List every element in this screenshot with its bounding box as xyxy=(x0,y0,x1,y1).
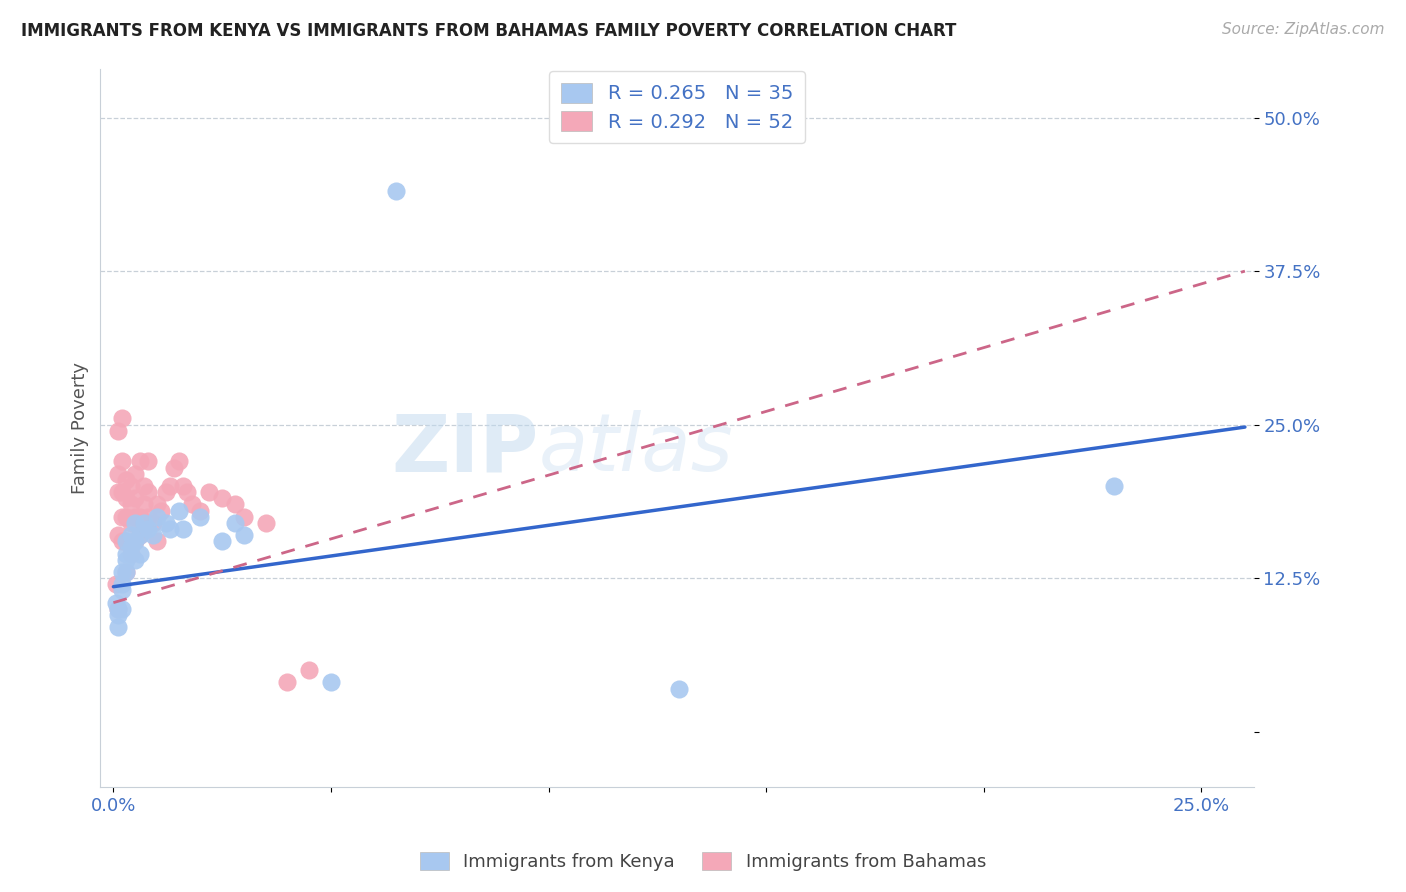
Point xyxy=(115,509,138,524)
Point xyxy=(172,479,194,493)
Point xyxy=(180,497,202,511)
Point xyxy=(111,602,134,616)
Point xyxy=(107,607,129,622)
Point xyxy=(107,620,129,634)
Point xyxy=(115,547,138,561)
Point xyxy=(120,528,142,542)
Point xyxy=(167,503,190,517)
Point xyxy=(107,602,129,616)
Point xyxy=(124,534,146,549)
Point xyxy=(167,454,190,468)
Point xyxy=(142,528,165,542)
Point xyxy=(115,491,138,506)
Point xyxy=(132,516,155,530)
Point xyxy=(120,541,142,555)
Point xyxy=(111,565,134,579)
Point xyxy=(319,675,342,690)
Point xyxy=(190,503,212,517)
Point xyxy=(128,454,150,468)
Point xyxy=(132,522,155,536)
Text: atlas: atlas xyxy=(538,410,734,488)
Point xyxy=(233,528,256,542)
Point xyxy=(224,516,246,530)
Legend: Immigrants from Kenya, Immigrants from Bahamas: Immigrants from Kenya, Immigrants from B… xyxy=(413,845,993,879)
Y-axis label: Family Poverty: Family Poverty xyxy=(72,361,89,493)
Point xyxy=(155,516,177,530)
Text: Source: ZipAtlas.com: Source: ZipAtlas.com xyxy=(1222,22,1385,37)
Point xyxy=(111,534,134,549)
Point xyxy=(120,516,142,530)
Point xyxy=(1104,479,1126,493)
Point xyxy=(298,663,321,677)
Point xyxy=(136,509,159,524)
Point xyxy=(211,534,233,549)
Point xyxy=(115,534,138,549)
Point xyxy=(115,565,138,579)
Point xyxy=(146,509,169,524)
Point xyxy=(120,479,142,493)
Point xyxy=(128,528,150,542)
Point xyxy=(211,491,233,506)
Point xyxy=(111,509,134,524)
Point xyxy=(150,503,173,517)
Point xyxy=(176,485,198,500)
Point xyxy=(107,528,129,542)
Point xyxy=(146,497,169,511)
Point xyxy=(115,473,138,487)
Point xyxy=(128,528,150,542)
Point xyxy=(111,485,134,500)
Point xyxy=(111,454,134,468)
Text: ZIP: ZIP xyxy=(391,410,538,488)
Point xyxy=(128,547,150,561)
Point xyxy=(124,534,146,549)
Point xyxy=(198,485,221,500)
Point xyxy=(155,485,177,500)
Point xyxy=(111,411,134,425)
Point xyxy=(224,497,246,511)
Point xyxy=(668,681,690,696)
Point xyxy=(124,552,146,566)
Point xyxy=(107,424,129,438)
Point xyxy=(124,509,146,524)
Point xyxy=(128,509,150,524)
Point xyxy=(254,516,277,530)
Point xyxy=(111,583,134,598)
Point xyxy=(136,522,159,536)
Point xyxy=(233,509,256,524)
Point xyxy=(124,467,146,481)
Point xyxy=(132,497,155,511)
Point xyxy=(163,460,186,475)
Point xyxy=(136,454,159,468)
Point xyxy=(120,497,142,511)
Point xyxy=(132,479,155,493)
Point xyxy=(142,516,165,530)
Legend: R = 0.265   N = 35, R = 0.292   N = 52: R = 0.265 N = 35, R = 0.292 N = 52 xyxy=(550,71,804,144)
Point xyxy=(115,534,138,549)
Text: IMMIGRANTS FROM KENYA VS IMMIGRANTS FROM BAHAMAS FAMILY POVERTY CORRELATION CHAR: IMMIGRANTS FROM KENYA VS IMMIGRANTS FROM… xyxy=(21,22,956,40)
Point xyxy=(120,547,142,561)
Point xyxy=(107,467,129,481)
Point xyxy=(136,485,159,500)
Point xyxy=(190,509,212,524)
Point xyxy=(107,485,129,500)
Point xyxy=(385,184,408,198)
Point xyxy=(104,577,127,591)
Point xyxy=(115,552,138,566)
Point xyxy=(172,522,194,536)
Point xyxy=(146,534,169,549)
Point xyxy=(115,565,138,579)
Point xyxy=(159,522,181,536)
Point xyxy=(124,516,146,530)
Point xyxy=(111,577,134,591)
Point xyxy=(159,479,181,493)
Point xyxy=(104,596,127,610)
Point xyxy=(276,675,298,690)
Point xyxy=(124,491,146,506)
Point xyxy=(107,602,129,616)
